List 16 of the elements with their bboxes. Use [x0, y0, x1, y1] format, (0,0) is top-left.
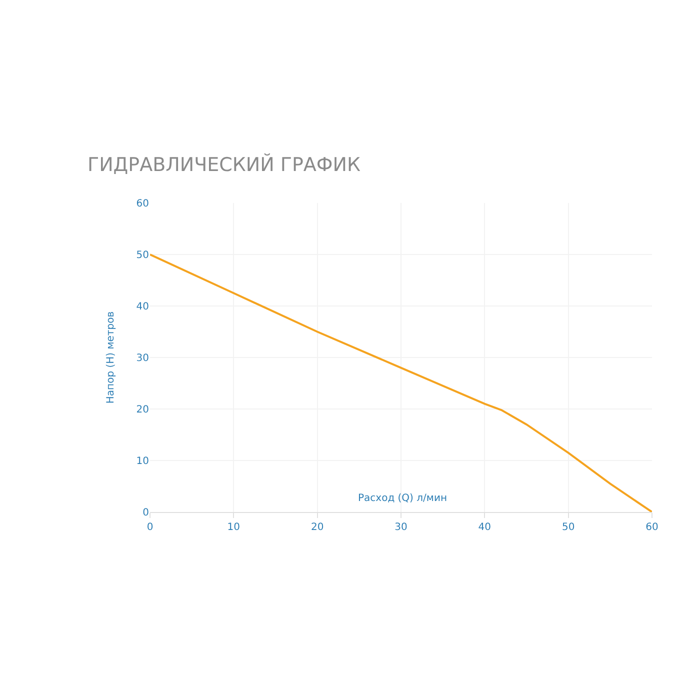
x-tick-label: 10	[227, 522, 240, 533]
x-tick-label: 20	[310, 522, 324, 533]
chart-title: ГИДРАВЛИЧЕСКИЙ ГРАФИК	[88, 153, 361, 176]
x-tick-label: 40	[478, 522, 492, 533]
y-tick-label: 50	[136, 250, 149, 261]
x-tick-label: 60	[646, 522, 658, 533]
y-tick-label: 0	[142, 508, 149, 518]
x-axis-title: Расход (Q) л/мин	[358, 493, 447, 504]
y-tick-label: 30	[136, 353, 149, 364]
y-axis-title: Напор (H) метров	[105, 311, 116, 404]
y-tick-label: 10	[136, 456, 149, 467]
y-tick-label: 20	[136, 404, 149, 416]
y-tick-label: 40	[136, 302, 149, 312]
x-tick-label: 50	[562, 522, 575, 533]
x-tick-label: 30	[394, 522, 408, 533]
y-tick-label: 60	[136, 198, 149, 210]
